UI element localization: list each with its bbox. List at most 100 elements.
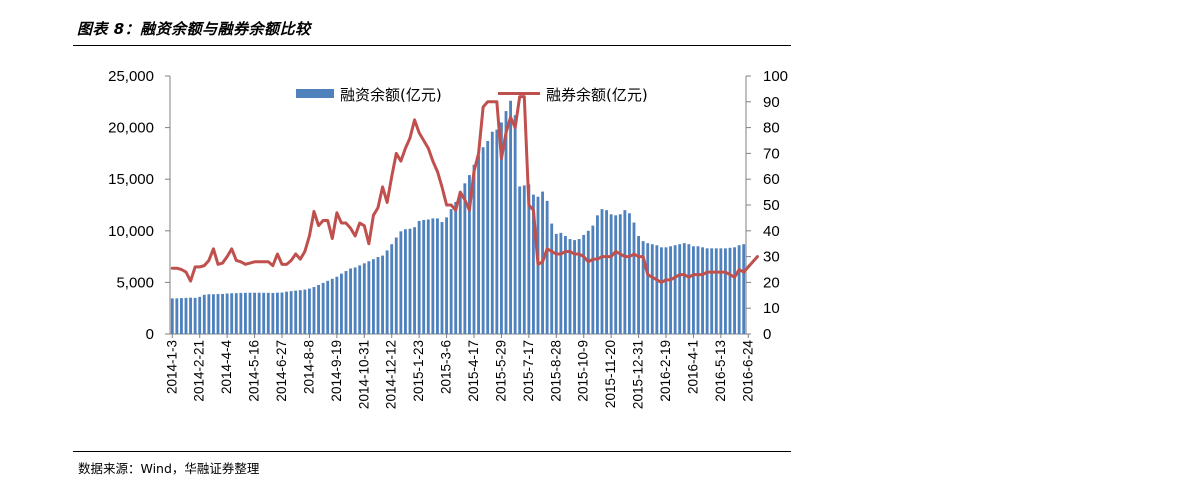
financing-bar [344,271,348,334]
financing-bar [175,298,179,334]
x-axis-tick-label: 2016-4-1 [685,340,700,394]
financing-bar [230,293,234,334]
x-axis-tick-label: 2015-11-20 [603,340,618,408]
financing-bar [582,234,586,334]
financing-bar [367,261,371,334]
left-axis-tick-label: 25,000 [108,68,154,85]
financing-bar [513,115,517,334]
financing-bar [394,237,398,334]
financing-bar [431,218,435,334]
chart-axes: 0 5,000 10,000 15,000 20,000 25,000 0 10 20 30 40 5… [108,68,788,409]
financing-bar [239,292,243,334]
right-axis-tick-label: 10 [763,300,780,317]
financing-bar [349,268,352,334]
financing-bar [180,298,183,334]
x-axis-tick-label: 2015-7-17 [521,340,536,402]
financing-bar [614,215,618,334]
financing-bar [605,210,608,334]
financing-bar [289,291,293,334]
financing-bar [372,259,375,334]
financing-bar [687,244,691,334]
financing-bar [326,280,330,334]
financing-bar [445,217,448,334]
financing-bar [449,209,453,334]
financing-bar [632,222,636,334]
financing-bar [701,247,704,334]
financing-bar [248,292,252,334]
financing-bar [682,243,686,334]
financing-bar [468,175,471,334]
right-axis-tick-label: 90 [763,94,780,111]
right-axis-tick-label: 20 [763,274,780,291]
x-axis-tick-label: 2016-2-19 [658,340,673,402]
x-axis-tick-label: 2014-8-8 [301,340,316,394]
financing-bar [317,284,320,334]
financing-bar [436,218,439,334]
financing-bar [477,155,480,334]
financing-bar [728,247,732,334]
financing-bar [623,210,627,334]
right-axis-tick-label: 70 [763,145,780,162]
x-axis-tick-label: 2014-12-12 [384,340,399,409]
right-axis-tick-label: 50 [763,197,780,214]
right-axis-tick-label: 60 [763,171,780,188]
x-axis-tick-label: 2014-6-27 [274,340,289,402]
right-axis-tick-label: 0 [763,326,771,343]
financing-bar [202,294,206,334]
financing-bar [335,276,339,334]
financing-bar [399,231,403,334]
financing-bar [641,241,645,334]
financing-bar [458,191,462,334]
figure-title: 图表 8：融资余额与融券余额比较 [77,20,311,38]
x-axis-tick-label: 2014-10-31 [356,340,371,409]
financing-bar [285,291,288,334]
financing-bar [554,233,558,334]
financing-bar [573,240,576,334]
financing-bar [564,235,567,334]
financing-bar [618,214,622,334]
financing-bar [408,228,412,334]
financing-bar [660,247,663,334]
left-axis-tick-label: 0 [146,326,154,343]
financing-bar [276,292,279,334]
financing-bar [577,239,581,334]
x-axis-tick-label: 2016-6-24 [740,340,755,402]
financing-bar [696,246,700,334]
financing-bar [463,183,467,334]
securities-lending-line [170,95,759,284]
financing-bar [234,293,238,334]
financing-bar [225,293,229,334]
financing-bar [692,246,695,334]
financing-bar [504,111,508,334]
financing-bar [184,297,188,334]
financing-bar [655,245,659,334]
x-axis-tick-label: 2015-10-9 [576,340,591,402]
financing-bar [417,220,421,334]
financing-bar [312,287,316,334]
financing-bar [509,100,512,334]
financing-bar [170,298,174,334]
financing-bar [664,247,668,334]
financing-bar [710,248,714,334]
x-axis-tick-label: 2015-12-31 [631,340,646,409]
right-axis-tick-label: 100 [763,68,788,85]
financing-bar [673,245,677,334]
financing-bar [381,255,384,334]
financing-bar [385,250,389,334]
chart-legend: 融资余额(亿元) 融券余额(亿元) [296,86,648,104]
financing-bar [422,219,426,334]
financing-bar [321,282,325,334]
securities-lending-polyline [170,95,759,284]
financing-bar [193,297,197,334]
legend-swatch-financing [296,89,334,98]
financing-bar [650,244,654,334]
x-axis-tick-label: 2015-5-29 [493,340,508,402]
financing-bar [719,248,723,334]
financing-bar [586,230,590,334]
financing-bar [257,292,261,334]
financing-bar [262,292,266,334]
financing-bar [637,235,640,334]
financing-bar [500,122,503,334]
financing-bar [440,222,444,334]
